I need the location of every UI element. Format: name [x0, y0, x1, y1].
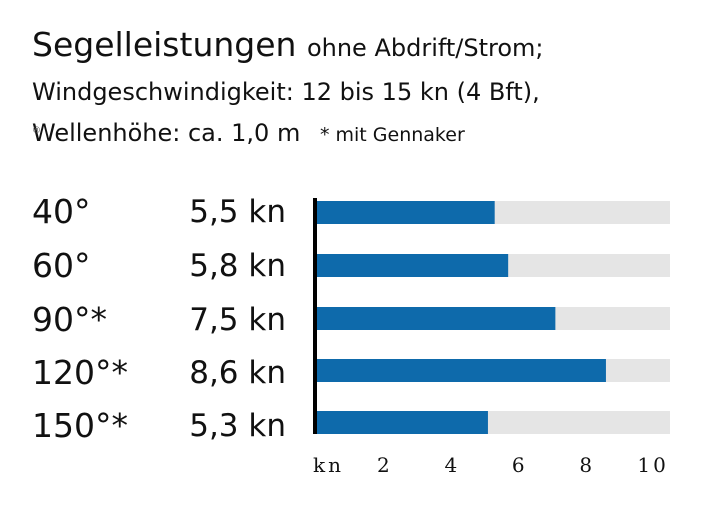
angle-label-60: 60° — [32, 246, 91, 285]
speed-label-60: 5,8 kn — [189, 248, 286, 284]
chart-title: Segelleistungen — [32, 25, 297, 64]
speed-label-150: 5,3 kn — [189, 408, 286, 444]
x-unit-label: kn — [313, 453, 344, 477]
speed-label-90: 7,5 kn — [189, 302, 286, 338]
bar-0 — [316, 201, 495, 224]
speed-label-120: 8,6 kn — [189, 355, 286, 391]
angle-label-40: 40° — [32, 192, 91, 231]
bar-2 — [316, 307, 556, 330]
registered-mark: ® — [32, 126, 41, 136]
gennaker-note: * mit Gennaker — [319, 124, 465, 146]
angle-label-120: 120°* — [32, 353, 128, 392]
speed-label-40: 5,5 kn — [189, 194, 286, 230]
wave-height-line: ® Wellenhöhe: ca. 1,0 m * mit Gennaker — [32, 113, 702, 155]
x-tick-label-3: 8 — [579, 453, 592, 477]
angle-label-150: 150°* — [32, 406, 128, 445]
x-tick-label-0: 2 — [377, 453, 390, 477]
bar-4 — [316, 411, 488, 434]
x-tick-label-1: 4 — [444, 453, 457, 477]
wind-speed-line: Windgeschwindigkeit: 12 bis 15 kn (4 Bft… — [32, 78, 540, 106]
x-tick-label-4: 10 — [637, 453, 668, 477]
title-line-1: Segelleistungen ohne Abdrift/Strom; — [32, 22, 702, 71]
angle-label-90: 90°* — [32, 300, 107, 339]
wave-height-text: Wellenhöhe: ca. 1,0 m — [32, 119, 301, 147]
y-axis-line — [313, 198, 317, 434]
x-tick-label-2: 6 — [512, 453, 525, 477]
bar-3 — [316, 359, 606, 382]
chart-title-block: Segelleistungen ohne Abdrift/Strom; Wind… — [32, 22, 702, 155]
chart-title-suffix: ohne Abdrift/Strom; — [306, 34, 544, 62]
bar-1 — [316, 254, 509, 277]
